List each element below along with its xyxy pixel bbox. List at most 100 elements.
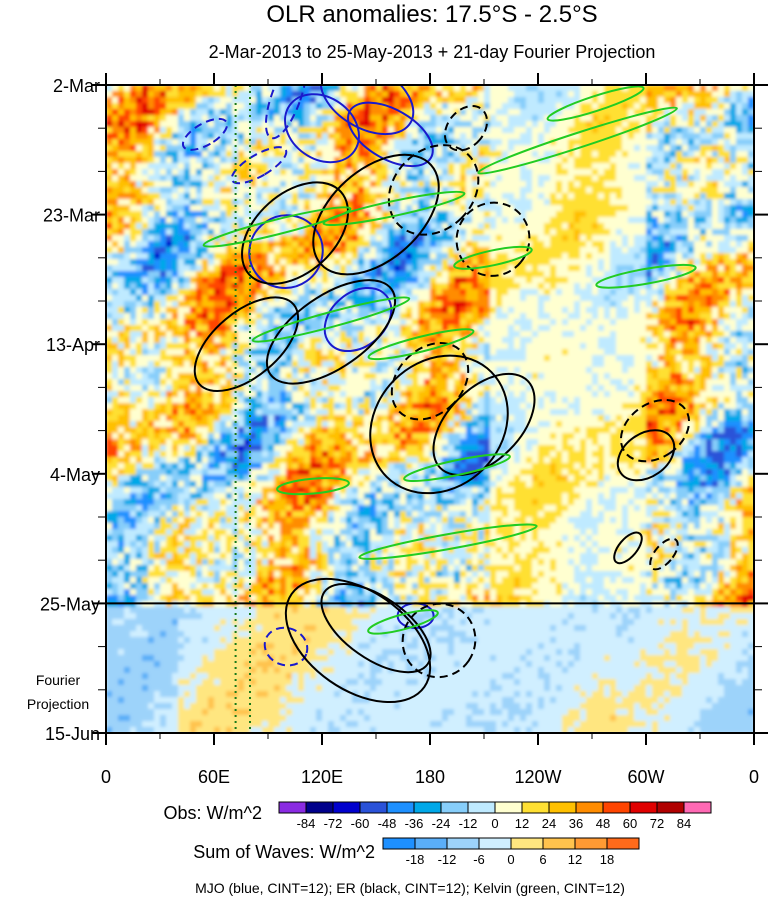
waves-colorbar: Sum of Waves: W/m^2 -18 -12 -6 0 6 12 18 bbox=[193, 837, 640, 867]
waves-level-2: -6 bbox=[473, 852, 485, 867]
kelvin-contour-10 bbox=[276, 477, 350, 496]
er-contour-6 bbox=[432, 372, 536, 476]
er-contour-1 bbox=[312, 153, 440, 276]
waves-level-4: 6 bbox=[539, 852, 546, 867]
x-axis-ticks: 0 60E 120E 180 120W 60W 0 bbox=[101, 73, 759, 787]
x-tick-label-6: 0 bbox=[749, 767, 759, 787]
obs-swatch-9 bbox=[521, 801, 550, 814]
x-tick-label-4: 120W bbox=[514, 767, 561, 787]
kelvin-contour-1 bbox=[477, 106, 678, 175]
obs-swatch-0 bbox=[278, 801, 307, 814]
mjo-contour-1 bbox=[284, 93, 360, 164]
chart-subtitle: 2-Mar-2013 to 25-May-2013 + 21-day Fouri… bbox=[209, 42, 656, 62]
waves-swatch-6 bbox=[574, 837, 608, 850]
obs-level-6: -12 bbox=[459, 816, 478, 831]
waves-level-5: 12 bbox=[568, 852, 582, 867]
obs-level-10: 36 bbox=[569, 816, 583, 831]
obs-level-2: -60 bbox=[351, 816, 370, 831]
kelvin-contour-6 bbox=[403, 453, 511, 482]
obs-level-13: 72 bbox=[650, 816, 664, 831]
obs-level-3: -48 bbox=[378, 816, 397, 831]
er-contour-11 bbox=[619, 398, 691, 463]
obs-level-9: 24 bbox=[542, 816, 556, 831]
kelvin-contour-5 bbox=[367, 328, 475, 361]
chart-title: OLR anomalies: 17.5°S - 2.5°S bbox=[266, 1, 597, 28]
obs-swatch-12 bbox=[602, 801, 631, 814]
contours-kelvin bbox=[202, 85, 697, 635]
y-axis-ticks: 2-Mar 23-Mar 13-Apr 4-May 25-May 15-Jun bbox=[40, 76, 768, 744]
obs-level-14: 84 bbox=[677, 816, 691, 831]
er-contour-2 bbox=[387, 144, 480, 236]
kelvin-contour-9 bbox=[322, 190, 466, 227]
waves-swatch-3 bbox=[478, 837, 512, 850]
mjo-contour-3 bbox=[347, 101, 434, 168]
obs-swatch-7 bbox=[467, 801, 496, 814]
kelvin-contour-11 bbox=[367, 609, 439, 635]
mjo-contour-6 bbox=[181, 117, 229, 151]
er-contour-13 bbox=[613, 531, 643, 565]
waves-level-6: 18 bbox=[600, 852, 614, 867]
waves-swatch-5 bbox=[542, 837, 576, 850]
obs-swatch-13 bbox=[629, 801, 658, 814]
projection-label-line2: Projection bbox=[27, 696, 89, 712]
waves-level-1: -12 bbox=[438, 852, 457, 867]
obs-swatch-15 bbox=[683, 801, 712, 814]
kelvin-contour-0 bbox=[546, 85, 645, 122]
kelvin-contour-4 bbox=[251, 296, 411, 343]
obs-level-12: 60 bbox=[623, 816, 637, 831]
obs-level-0: -84 bbox=[297, 816, 316, 831]
er-contour-15 bbox=[401, 602, 477, 679]
waves-swatch-1 bbox=[414, 837, 448, 850]
y-tick-label-0: 2-Mar bbox=[53, 76, 100, 96]
obs-level-1: -72 bbox=[324, 816, 343, 831]
y-tick-label-1: 23-Mar bbox=[43, 206, 100, 226]
footnote: MJO (blue, CINT=12); ER (black, CINT=12)… bbox=[195, 880, 625, 896]
mjo-contour-8 bbox=[263, 626, 309, 667]
x-tick-label-5: 60W bbox=[627, 767, 664, 787]
plot-area: 0 60E 120E 180 120W 60W 0 2-Mar 23-Mar 13-Apr 4-M… bbox=[40, 73, 768, 787]
waves-swatch-7 bbox=[606, 837, 640, 850]
obs-swatch-8 bbox=[494, 801, 523, 814]
y-tick-label-5: 15-Jun bbox=[45, 724, 100, 744]
y-tick-label-2: 13-Apr bbox=[46, 335, 100, 355]
waves-swatch-0 bbox=[382, 837, 416, 850]
er-contour-4 bbox=[265, 279, 397, 385]
er-contour-7 bbox=[284, 577, 432, 704]
obs-level-5: -24 bbox=[432, 816, 451, 831]
obs-anomaly-field bbox=[106, 85, 754, 733]
mjo-contour-7 bbox=[230, 146, 288, 185]
waves-level-0: -18 bbox=[406, 852, 425, 867]
obs-swatch-6 bbox=[440, 801, 469, 814]
kelvin-contour-8 bbox=[595, 263, 697, 289]
obs-swatch-4 bbox=[386, 801, 415, 814]
obs-level-11: 48 bbox=[596, 816, 610, 831]
er-contour-12 bbox=[616, 429, 676, 482]
kelvin-contour-7 bbox=[358, 523, 538, 560]
obs-level-8: 12 bbox=[515, 816, 529, 831]
reference-lines bbox=[234, 85, 251, 733]
obs-swatch-10 bbox=[548, 801, 577, 814]
er-contour-14 bbox=[649, 537, 679, 571]
wave-contours bbox=[181, 85, 697, 704]
obs-swatch-3 bbox=[359, 801, 388, 814]
kelvin-contour-3 bbox=[202, 206, 352, 248]
x-tick-label-1: 60E bbox=[198, 767, 230, 787]
x-tick-label-2: 120E bbox=[301, 767, 343, 787]
y-tick-label-4: 25-May bbox=[40, 594, 100, 614]
waves-colorbar-label: Sum of Waves: W/m^2 bbox=[193, 842, 375, 862]
x-tick-label-3: 180 bbox=[415, 767, 445, 787]
obs-swatch-1 bbox=[305, 801, 334, 814]
obs-swatch-11 bbox=[575, 801, 604, 814]
x-tick-label-0: 0 bbox=[101, 767, 111, 787]
obs-level-7: 0 bbox=[491, 816, 498, 831]
waves-swatch-4 bbox=[510, 837, 544, 850]
waves-level-3: 0 bbox=[507, 852, 514, 867]
obs-swatch-14 bbox=[656, 801, 685, 814]
obs-swatch-5 bbox=[413, 801, 442, 814]
projection-label-line1: Fourier bbox=[36, 672, 81, 688]
obs-level-4: -36 bbox=[405, 816, 424, 831]
mjo-contour-2 bbox=[319, 85, 415, 136]
waves-swatch-2 bbox=[446, 837, 480, 850]
obs-swatch-2 bbox=[332, 801, 361, 814]
